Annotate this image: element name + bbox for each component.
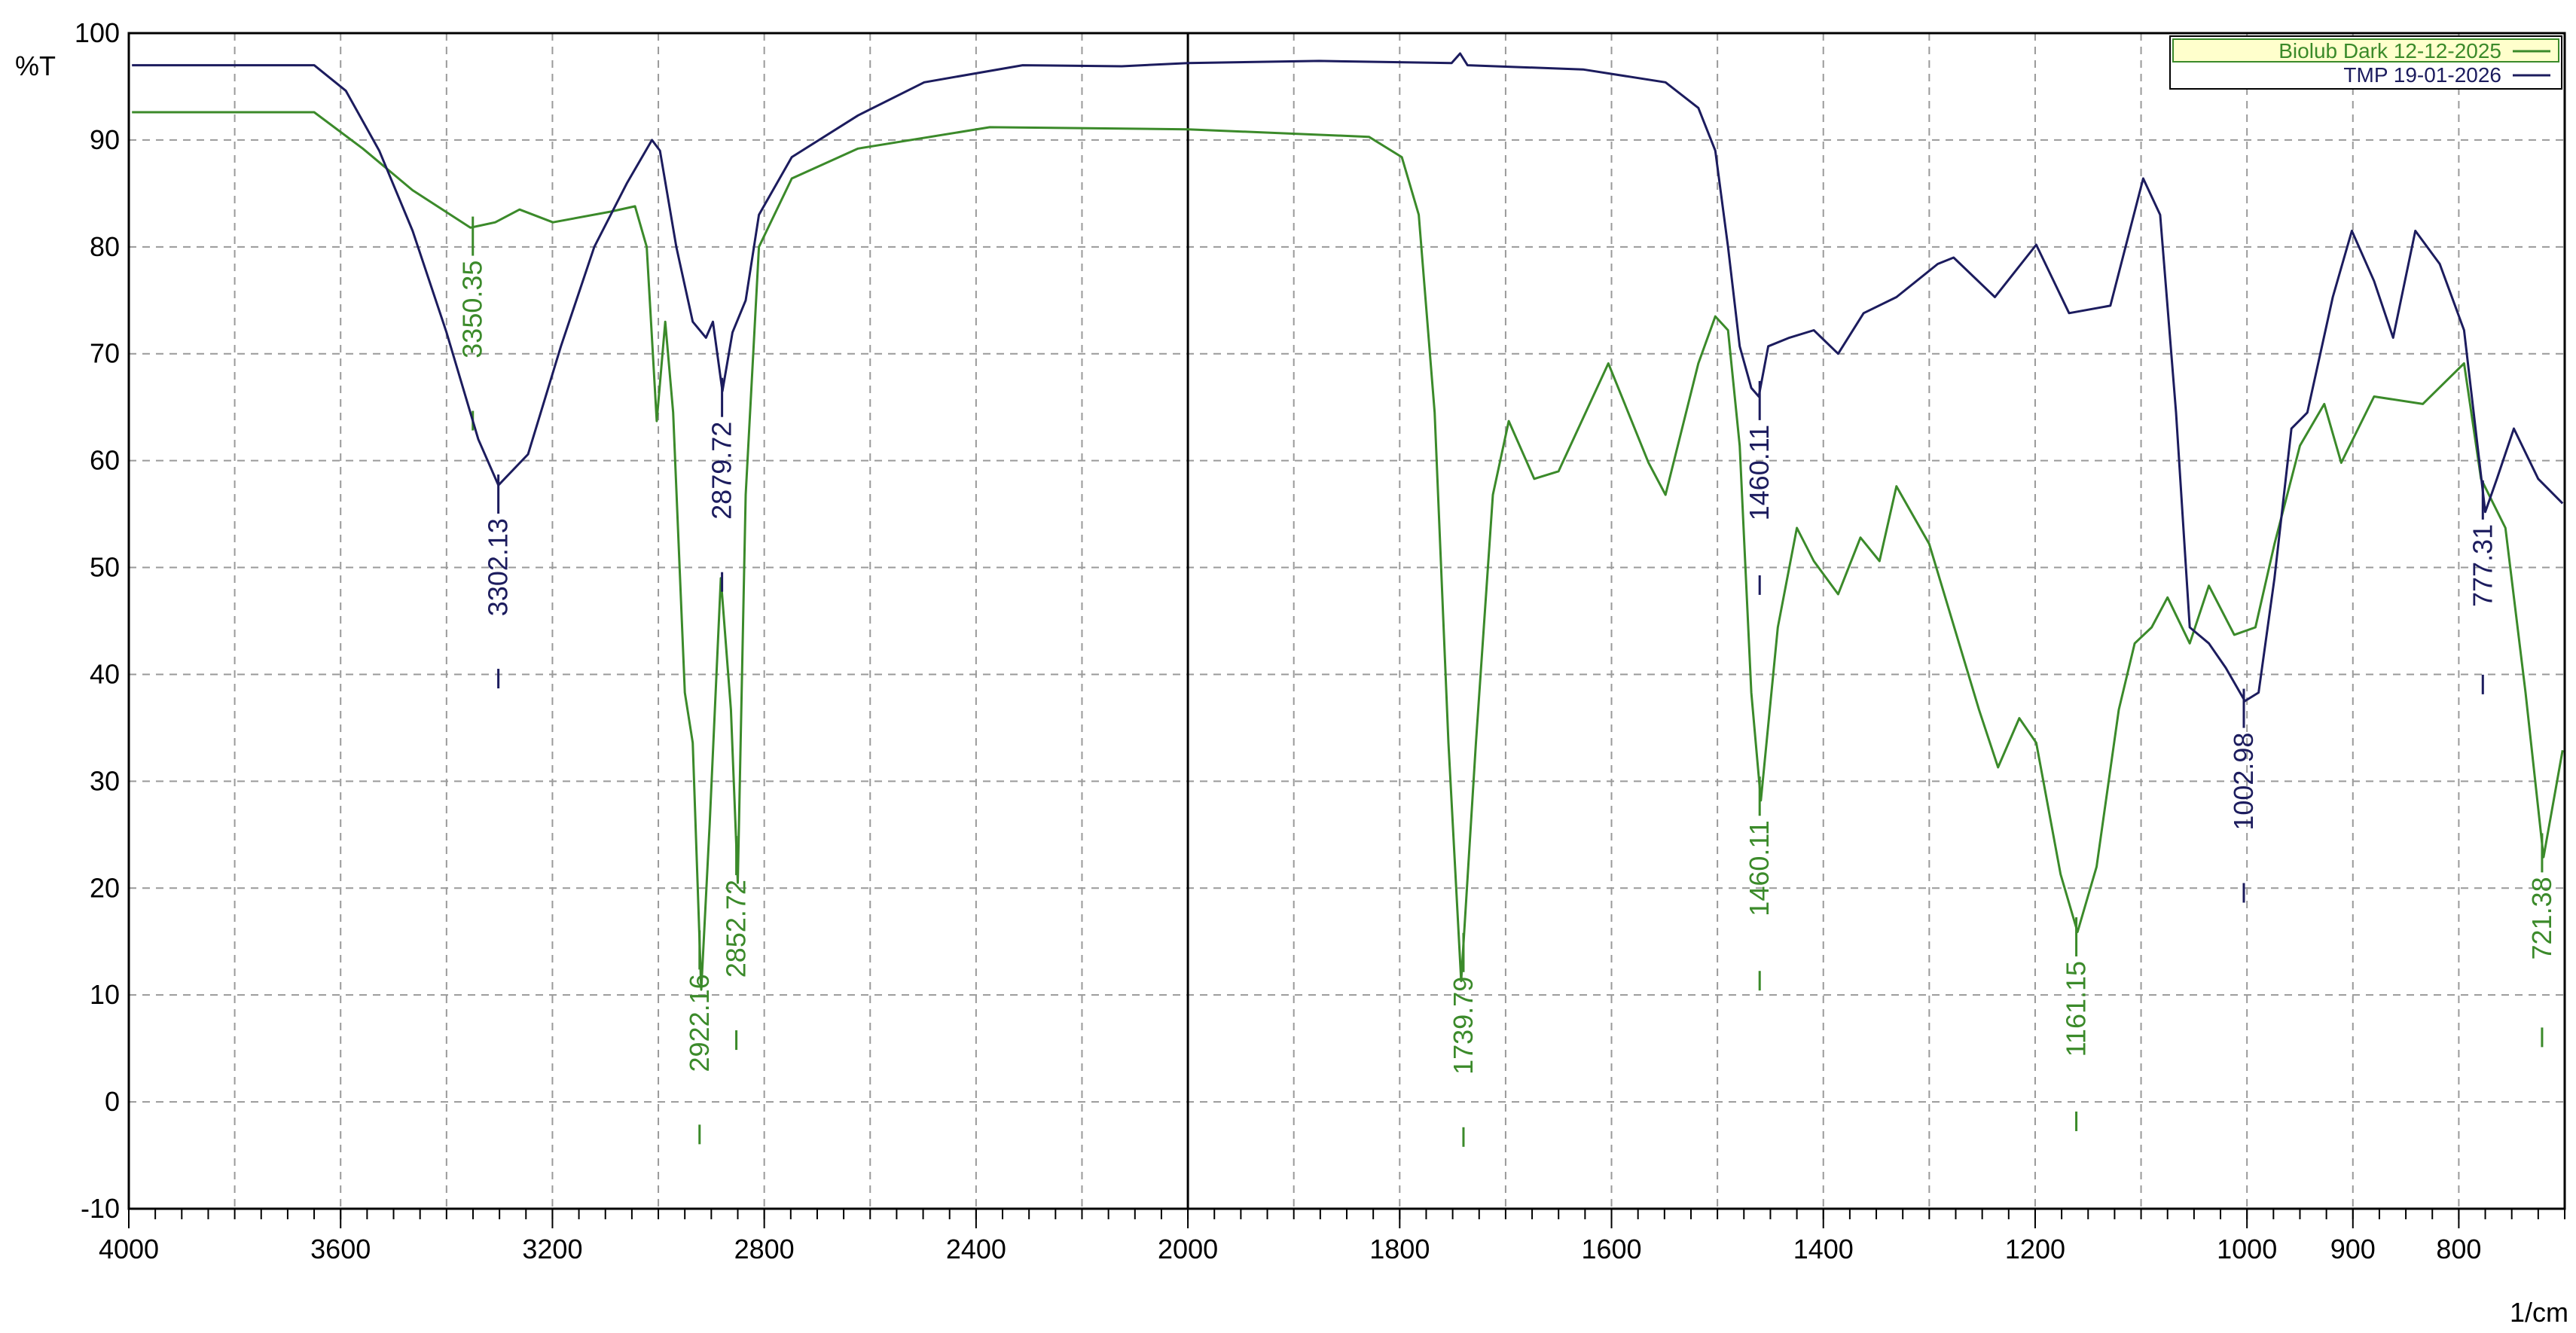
peak-label: 1460.11 — [1744, 425, 1775, 520]
y-tick-label: 30 — [90, 765, 120, 796]
x-axis-label: 1/cm — [2510, 1297, 2568, 1328]
legend-label: Biolub Dark 12-12-2025 — [2278, 39, 2501, 63]
peak-label: 1739.79 — [1448, 977, 1479, 1075]
x-tick-label: 1600 — [1581, 1234, 1641, 1264]
y-tick-label: 40 — [90, 658, 120, 689]
x-tick-label: 2000 — [1158, 1234, 1218, 1264]
x-tick-label: 3600 — [310, 1234, 371, 1264]
peak-label: 3350.35 — [457, 261, 488, 358]
x-tick-label: 900 — [2330, 1234, 2376, 1264]
x-tick-label: 2400 — [946, 1234, 1006, 1264]
legend-highlight — [2172, 38, 2559, 63]
peak-label: 777.31 — [2467, 524, 2498, 607]
y-tick-label: 90 — [90, 124, 120, 155]
x-tick-label: 1800 — [1369, 1234, 1430, 1264]
y-tick-label: 100 — [75, 17, 120, 48]
x-tick-label: 1400 — [1793, 1234, 1854, 1264]
peak-label: 1002.98 — [2228, 733, 2259, 831]
y-tick-label: 20 — [90, 872, 120, 903]
y-tick-label: 0 — [105, 1086, 120, 1117]
plot-frame — [127, 32, 2566, 1210]
peak-label: 2879.72 — [707, 422, 737, 520]
y-tick-label: 70 — [90, 338, 120, 369]
x-tick-label: 3200 — [522, 1234, 582, 1264]
peak-label: 2852.72 — [721, 880, 752, 978]
y-tick-label: 10 — [90, 979, 120, 1010]
y-tick-label: 80 — [90, 231, 120, 262]
x-tick-label: 800 — [2436, 1234, 2481, 1264]
y-axis-label: %T — [15, 50, 56, 81]
peak-label: 3302.13 — [483, 518, 514, 616]
legend-label: TMP 19-01-2026 — [2343, 63, 2501, 87]
x-tick-label: 1000 — [2217, 1234, 2277, 1264]
x-tick-label: 1200 — [2005, 1234, 2065, 1264]
peak-label: 2922.16 — [684, 974, 715, 1072]
spectrum-line — [132, 52, 2564, 703]
y-tick-label: 60 — [90, 445, 120, 476]
y-tick-label: -10 — [81, 1193, 120, 1224]
spectrum-line — [132, 111, 2564, 991]
peak-label: 1161.15 — [2061, 961, 2092, 1057]
peak-label: 1460.11 — [1744, 820, 1775, 916]
x-tick-label: 2800 — [734, 1234, 795, 1264]
peak-label: 721.38 — [2526, 877, 2557, 959]
x-tick-label: 4000 — [99, 1234, 159, 1264]
y-tick-label: 50 — [90, 552, 120, 583]
